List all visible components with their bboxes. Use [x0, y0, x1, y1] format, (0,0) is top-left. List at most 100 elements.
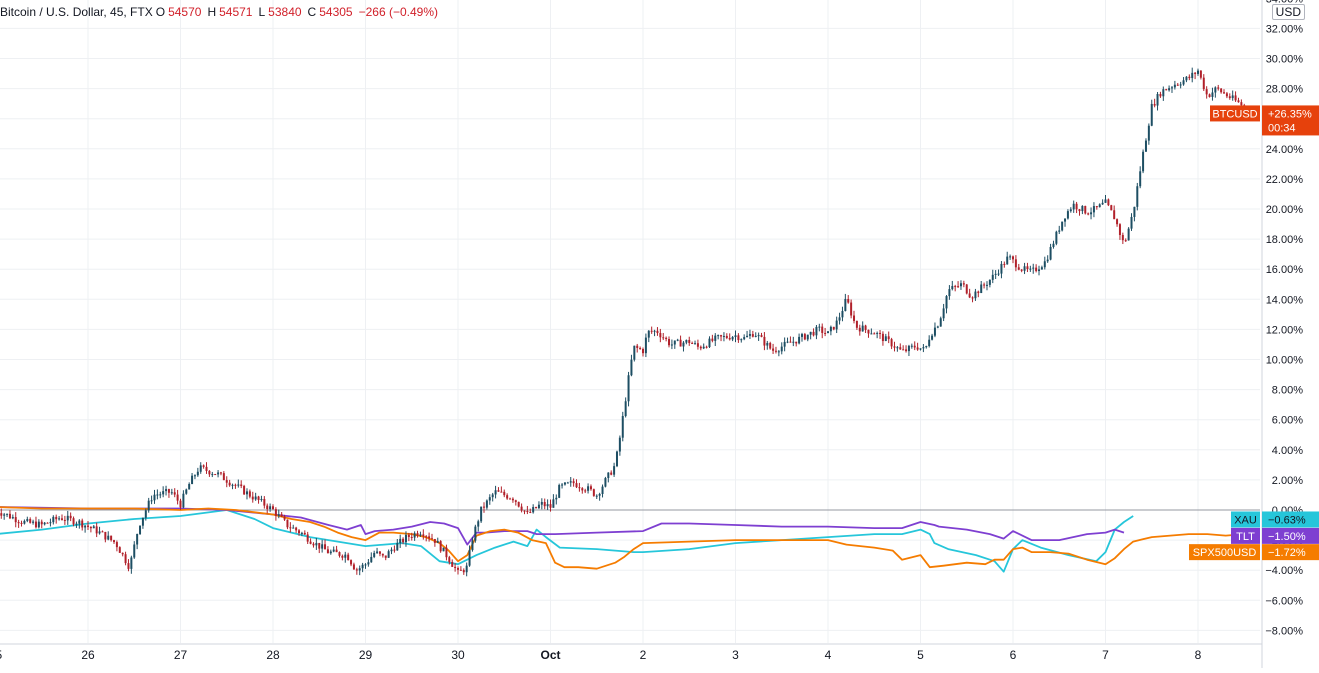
candle [1052, 240, 1055, 249]
candle-body [272, 506, 274, 510]
candle-body [633, 345, 636, 360]
candle [234, 483, 237, 489]
candle-body [786, 341, 789, 343]
candle [1012, 255, 1014, 264]
candle [1179, 81, 1182, 89]
candle-body [457, 568, 459, 570]
candle-body [75, 523, 78, 525]
candle-body [910, 345, 913, 347]
candle-body [800, 334, 803, 337]
candle [141, 517, 144, 529]
candle [774, 346, 777, 354]
candle [251, 491, 254, 503]
candle-body [1078, 209, 1081, 212]
candle-body [416, 533, 419, 536]
y-tick-label: 32.00% [1266, 23, 1304, 35]
candle-body [913, 345, 916, 348]
candle [1049, 243, 1052, 261]
candle [266, 503, 269, 514]
candle [428, 532, 431, 542]
candle [1032, 263, 1035, 274]
candle [997, 269, 1000, 277]
candle-body [841, 310, 844, 318]
series-name-tag [1231, 511, 1260, 528]
candle [494, 485, 497, 499]
candle [399, 534, 402, 548]
candle-body [642, 349, 644, 354]
candle-body [49, 522, 52, 524]
candle-body [1240, 102, 1243, 106]
series-value-text: −1.50% [1268, 531, 1306, 543]
candle-body [439, 541, 442, 552]
candle [58, 516, 61, 521]
candle [1058, 225, 1061, 235]
candle-body [497, 490, 500, 492]
candle [951, 280, 954, 291]
candles [0, 67, 1254, 577]
candle [1162, 86, 1165, 101]
candle-body [295, 527, 298, 531]
candle-body [69, 515, 72, 519]
candle [113, 539, 116, 544]
candle-body [514, 500, 517, 502]
candle-body [847, 298, 850, 303]
candle-body [829, 326, 832, 332]
candle-body [676, 339, 679, 341]
candle [0, 508, 3, 519]
candle [1176, 82, 1179, 86]
candle-body [98, 531, 101, 534]
candle-body [1116, 219, 1119, 225]
candle-body [881, 333, 884, 342]
candle-body [72, 518, 75, 525]
candle-body [644, 337, 647, 354]
candle-body [185, 489, 188, 494]
candle [1078, 208, 1081, 216]
candle-body [1064, 218, 1067, 222]
candle [910, 343, 913, 349]
candle-body [665, 337, 668, 340]
candle-body [55, 516, 58, 520]
currency-button[interactable]: USD [1271, 4, 1305, 20]
candle-body [347, 554, 350, 561]
candle-body [899, 347, 902, 350]
candle [653, 329, 656, 337]
candle-body [465, 565, 468, 573]
candle-body [1147, 125, 1150, 141]
candle-body [1046, 259, 1049, 262]
candle-body [338, 552, 341, 556]
candle-body [17, 522, 20, 524]
candle-body [214, 474, 217, 476]
candle [711, 334, 714, 343]
candle-body [734, 335, 737, 338]
candle [468, 545, 471, 567]
candle [523, 510, 526, 515]
candle [448, 555, 451, 565]
candle [1170, 86, 1173, 93]
candle [17, 519, 20, 528]
candle-body [153, 494, 156, 501]
candle [1020, 269, 1023, 273]
candle [272, 504, 274, 510]
symbol-title[interactable]: Bitcoin / U.S. Dollar, 45, FTX [0, 5, 153, 19]
candle-body [737, 335, 740, 341]
candle [231, 483, 234, 490]
candle-body [58, 518, 61, 520]
candle-body [234, 484, 237, 486]
candle [63, 515, 66, 525]
candle [994, 270, 997, 280]
x-tick-label: 27 [174, 648, 188, 662]
candle-body [378, 551, 381, 554]
candle-body [1234, 95, 1237, 101]
candle-body [1118, 224, 1121, 236]
candle-body [1081, 205, 1084, 212]
candle [14, 512, 17, 528]
candle [957, 281, 960, 288]
candle-body [821, 326, 824, 333]
candle-body [746, 335, 749, 338]
candle [107, 531, 110, 541]
candle [751, 330, 754, 338]
x-tick-label: 2 [640, 648, 647, 662]
candle-body [428, 536, 431, 539]
